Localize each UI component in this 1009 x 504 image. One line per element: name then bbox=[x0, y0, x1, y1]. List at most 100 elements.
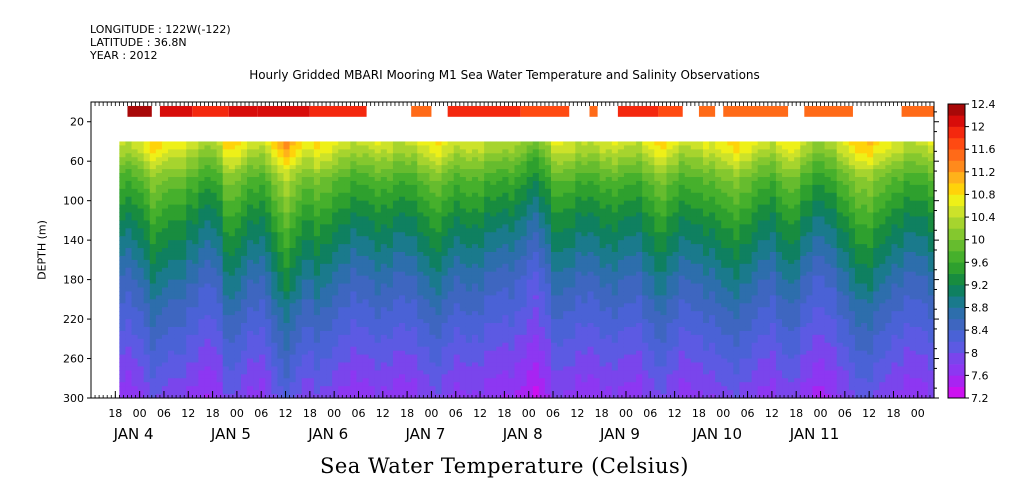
heatmap-cell bbox=[149, 338, 157, 344]
heatmap-cell bbox=[471, 212, 479, 218]
heatmap-cell bbox=[198, 259, 206, 265]
heatmap-cell bbox=[253, 390, 260, 395]
heatmap-cell bbox=[532, 204, 540, 210]
heatmap-cell bbox=[259, 149, 266, 154]
heatmap-cell bbox=[374, 326, 382, 332]
heatmap-cell bbox=[216, 342, 224, 348]
heatmap-cell bbox=[338, 236, 345, 241]
heatmap-cell bbox=[356, 232, 364, 237]
heatmap-cell bbox=[478, 153, 485, 158]
heatmap-cell bbox=[514, 176, 522, 182]
heatmap-cell bbox=[149, 275, 157, 281]
heatmap-cell bbox=[143, 283, 151, 289]
heatmap-cell bbox=[301, 220, 309, 225]
heatmap-cell bbox=[168, 315, 175, 320]
heatmap-cell bbox=[490, 342, 497, 348]
heatmap-cell bbox=[581, 283, 589, 289]
heatmap-cell bbox=[240, 362, 248, 368]
heatmap-cell bbox=[161, 303, 169, 308]
heatmap-cell bbox=[289, 374, 297, 379]
heatmap-cell bbox=[119, 299, 127, 304]
heatmap-cell bbox=[240, 232, 248, 237]
heatmap-cell bbox=[563, 334, 570, 340]
heatmap-cell bbox=[222, 338, 230, 344]
heatmap-cell bbox=[186, 287, 193, 293]
heatmap-cell bbox=[119, 378, 127, 383]
heatmap-cell bbox=[301, 283, 309, 289]
heatmap-cell bbox=[563, 350, 570, 356]
heatmap-cell bbox=[180, 216, 187, 221]
heatmap-cell bbox=[319, 366, 327, 371]
heatmap-cell bbox=[161, 291, 169, 296]
heatmap-cell bbox=[338, 334, 345, 340]
heatmap-cell bbox=[155, 315, 163, 320]
heatmap-cell bbox=[532, 275, 540, 281]
heatmap-cell bbox=[490, 248, 497, 253]
heatmap-cell bbox=[204, 287, 212, 293]
heatmap-cell bbox=[161, 165, 169, 170]
heatmap-cell bbox=[259, 196, 266, 202]
heatmap-cell bbox=[253, 165, 260, 170]
heatmap-cell bbox=[289, 161, 297, 166]
heatmap-cell bbox=[435, 240, 443, 245]
heatmap-cell bbox=[380, 291, 388, 296]
heatmap-cell bbox=[386, 224, 394, 229]
heatmap-cell bbox=[131, 184, 139, 190]
heatmap-cell bbox=[575, 323, 582, 328]
heatmap-cell bbox=[234, 319, 242, 324]
heatmap-cell bbox=[326, 212, 333, 218]
heatmap-cell bbox=[307, 390, 315, 395]
heatmap-cell bbox=[417, 374, 424, 379]
heatmap-cell bbox=[338, 145, 345, 150]
heatmap-cell bbox=[362, 157, 370, 162]
heatmap-cell bbox=[222, 378, 230, 383]
heatmap-cell bbox=[180, 311, 187, 316]
heatmap-cell bbox=[563, 366, 570, 371]
heatmap-cell bbox=[374, 330, 382, 336]
heatmap-cell bbox=[253, 311, 260, 316]
heatmap-cell bbox=[192, 362, 199, 368]
heatmap-cell bbox=[344, 271, 351, 277]
heatmap-cell bbox=[532, 141, 540, 147]
heatmap-cell bbox=[538, 291, 546, 296]
heatmap-cell bbox=[520, 145, 528, 150]
heatmap-cell bbox=[253, 287, 260, 293]
heatmap-cell bbox=[411, 224, 418, 229]
heatmap-cell bbox=[484, 220, 491, 225]
heatmap-cell bbox=[186, 374, 193, 379]
heatmap-cell bbox=[538, 255, 546, 261]
heatmap-cell bbox=[502, 141, 510, 147]
heatmap-cell bbox=[417, 350, 424, 356]
heatmap-cell bbox=[581, 291, 589, 296]
heatmap-cell bbox=[204, 350, 212, 356]
heatmap-cell bbox=[186, 216, 193, 221]
heatmap-cell bbox=[192, 358, 199, 364]
heatmap-cell bbox=[386, 248, 394, 253]
heatmap-cell bbox=[502, 200, 510, 206]
heatmap-cell bbox=[563, 287, 570, 293]
heatmap-cell bbox=[228, 283, 236, 289]
heatmap-cell bbox=[332, 307, 339, 312]
heatmap-cell bbox=[222, 303, 230, 308]
heatmap-cell bbox=[399, 394, 406, 399]
heatmap-cell bbox=[283, 374, 291, 379]
heatmap-cell bbox=[514, 208, 522, 214]
heatmap-cell bbox=[459, 255, 467, 261]
heatmap-cell bbox=[161, 220, 169, 225]
heatmap-cell bbox=[131, 374, 139, 379]
heatmap-cell bbox=[283, 394, 291, 399]
heatmap-cell bbox=[563, 216, 570, 221]
heatmap-cell bbox=[119, 204, 127, 210]
heatmap-cell bbox=[344, 145, 351, 150]
heatmap-cell bbox=[435, 208, 443, 214]
heatmap-cell bbox=[259, 382, 266, 387]
heatmap-cell bbox=[295, 176, 303, 182]
heatmap-cell bbox=[417, 319, 424, 324]
heatmap-cell bbox=[526, 204, 534, 210]
heatmap-cell bbox=[538, 394, 546, 399]
heatmap-cell bbox=[228, 334, 236, 340]
heatmap-cell bbox=[326, 224, 333, 229]
heatmap-cell bbox=[508, 204, 516, 210]
heatmap-cell bbox=[210, 390, 218, 395]
heatmap-cell bbox=[435, 204, 443, 210]
